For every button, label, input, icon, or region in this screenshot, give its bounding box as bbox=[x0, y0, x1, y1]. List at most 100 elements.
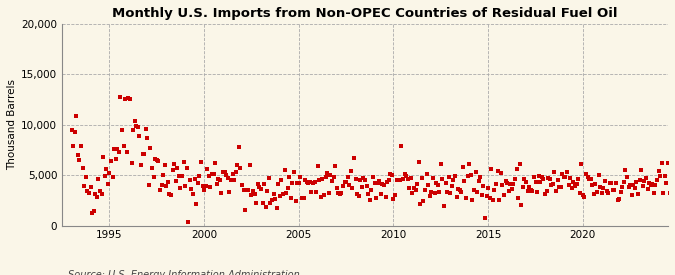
Point bbox=[84, 191, 95, 195]
Point bbox=[222, 176, 233, 180]
Point bbox=[393, 178, 404, 182]
Point bbox=[485, 196, 495, 200]
Point bbox=[628, 183, 639, 188]
Point bbox=[77, 166, 88, 170]
Point bbox=[360, 178, 371, 183]
Point bbox=[520, 180, 531, 185]
Point bbox=[139, 152, 150, 156]
Point bbox=[645, 183, 656, 187]
Point bbox=[664, 191, 675, 196]
Point bbox=[325, 173, 335, 178]
Point bbox=[495, 171, 506, 176]
Point bbox=[170, 179, 181, 183]
Point bbox=[644, 181, 655, 185]
Point bbox=[300, 178, 310, 182]
Point bbox=[480, 216, 491, 220]
Point bbox=[221, 173, 232, 177]
Point bbox=[606, 180, 617, 185]
Point bbox=[290, 199, 301, 204]
Point bbox=[406, 175, 416, 180]
Point bbox=[347, 186, 358, 190]
Point bbox=[481, 193, 492, 198]
Point bbox=[336, 191, 347, 196]
Point bbox=[167, 168, 178, 172]
Point bbox=[538, 177, 549, 181]
Point bbox=[327, 179, 338, 183]
Point bbox=[216, 191, 227, 195]
Point bbox=[103, 182, 113, 186]
Point bbox=[342, 175, 353, 179]
Point bbox=[601, 189, 612, 193]
Point bbox=[429, 190, 440, 195]
Point bbox=[551, 189, 562, 193]
Point bbox=[208, 172, 219, 176]
Point bbox=[554, 185, 564, 189]
Point bbox=[425, 194, 435, 198]
Point bbox=[637, 184, 648, 188]
Point bbox=[412, 182, 423, 186]
Point bbox=[577, 193, 588, 197]
Point bbox=[620, 168, 631, 172]
Point bbox=[565, 176, 576, 180]
Point bbox=[489, 188, 500, 192]
Point bbox=[130, 119, 140, 123]
Point bbox=[373, 181, 383, 186]
Point bbox=[617, 185, 628, 189]
Point bbox=[85, 185, 96, 189]
Point bbox=[398, 177, 408, 182]
Point bbox=[306, 190, 317, 194]
Point bbox=[329, 164, 340, 168]
Point bbox=[379, 182, 389, 187]
Point bbox=[270, 197, 281, 202]
Point bbox=[276, 178, 287, 183]
Point bbox=[487, 197, 498, 202]
Point bbox=[402, 176, 413, 181]
Point bbox=[320, 175, 331, 180]
Point bbox=[338, 184, 348, 188]
Point bbox=[576, 162, 587, 166]
Point bbox=[238, 188, 249, 192]
Point bbox=[180, 183, 190, 188]
Point bbox=[352, 192, 362, 196]
Point bbox=[281, 191, 292, 195]
Point bbox=[377, 182, 388, 186]
Point bbox=[246, 192, 257, 197]
Point bbox=[388, 197, 399, 201]
Point bbox=[394, 178, 405, 182]
Point bbox=[470, 170, 481, 175]
Point bbox=[441, 190, 452, 194]
Point bbox=[164, 191, 175, 196]
Point bbox=[530, 179, 541, 184]
Point bbox=[110, 157, 121, 161]
Point bbox=[148, 175, 159, 180]
Point bbox=[175, 186, 186, 190]
Point bbox=[123, 96, 134, 100]
Point bbox=[252, 182, 263, 186]
Point bbox=[356, 185, 367, 190]
Point bbox=[552, 177, 563, 182]
Point bbox=[173, 174, 184, 178]
Point bbox=[380, 194, 391, 199]
Point bbox=[296, 196, 307, 200]
Point bbox=[369, 181, 380, 185]
Point bbox=[504, 189, 514, 193]
Point bbox=[72, 152, 83, 157]
Point bbox=[107, 175, 118, 180]
Point bbox=[510, 176, 520, 181]
Point bbox=[421, 172, 432, 176]
Point bbox=[159, 163, 170, 167]
Point bbox=[374, 179, 385, 183]
Point bbox=[513, 196, 524, 200]
Point bbox=[435, 161, 446, 166]
Point bbox=[451, 195, 462, 199]
Point bbox=[514, 161, 525, 166]
Point bbox=[230, 170, 241, 174]
Point bbox=[207, 172, 217, 176]
Point bbox=[186, 187, 197, 191]
Point bbox=[317, 176, 328, 181]
Point bbox=[505, 182, 516, 187]
Point bbox=[249, 191, 260, 196]
Point bbox=[295, 175, 306, 180]
Point bbox=[387, 172, 398, 177]
Point bbox=[649, 191, 659, 195]
